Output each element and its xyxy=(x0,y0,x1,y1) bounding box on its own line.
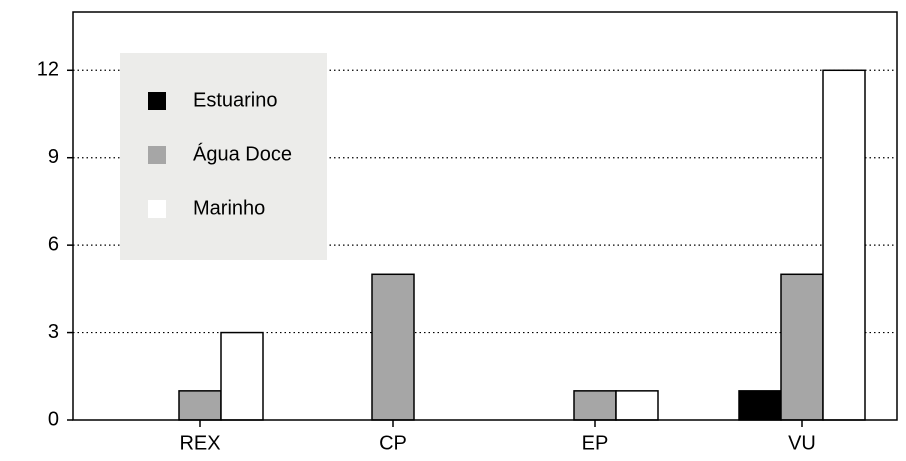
x-tick-label: VU xyxy=(788,432,816,454)
y-tick-label: 12 xyxy=(37,59,59,81)
legend-label: Água Doce xyxy=(193,142,292,165)
bar xyxy=(615,390,659,421)
bar xyxy=(780,273,824,421)
x-tick-label: REX xyxy=(179,432,220,454)
legend-label: Marinho xyxy=(193,197,265,219)
bar xyxy=(738,390,782,421)
bar xyxy=(178,390,222,421)
legend-swatch xyxy=(148,146,166,164)
legend-label: Estuarino xyxy=(193,89,278,111)
bar xyxy=(371,273,415,421)
bar xyxy=(220,331,264,421)
legend-swatch xyxy=(148,92,166,110)
y-tick-label: 0 xyxy=(48,408,59,430)
bar xyxy=(822,69,866,421)
plot-frame xyxy=(72,11,898,421)
legend-swatch xyxy=(148,200,166,218)
x-tick-label: EP xyxy=(582,432,609,454)
y-tick-label: 9 xyxy=(48,146,59,168)
x-tick-label: CP xyxy=(379,432,407,454)
bar xyxy=(573,390,617,421)
y-tick-label: 6 xyxy=(48,233,59,255)
y-tick-label: 3 xyxy=(48,321,59,343)
